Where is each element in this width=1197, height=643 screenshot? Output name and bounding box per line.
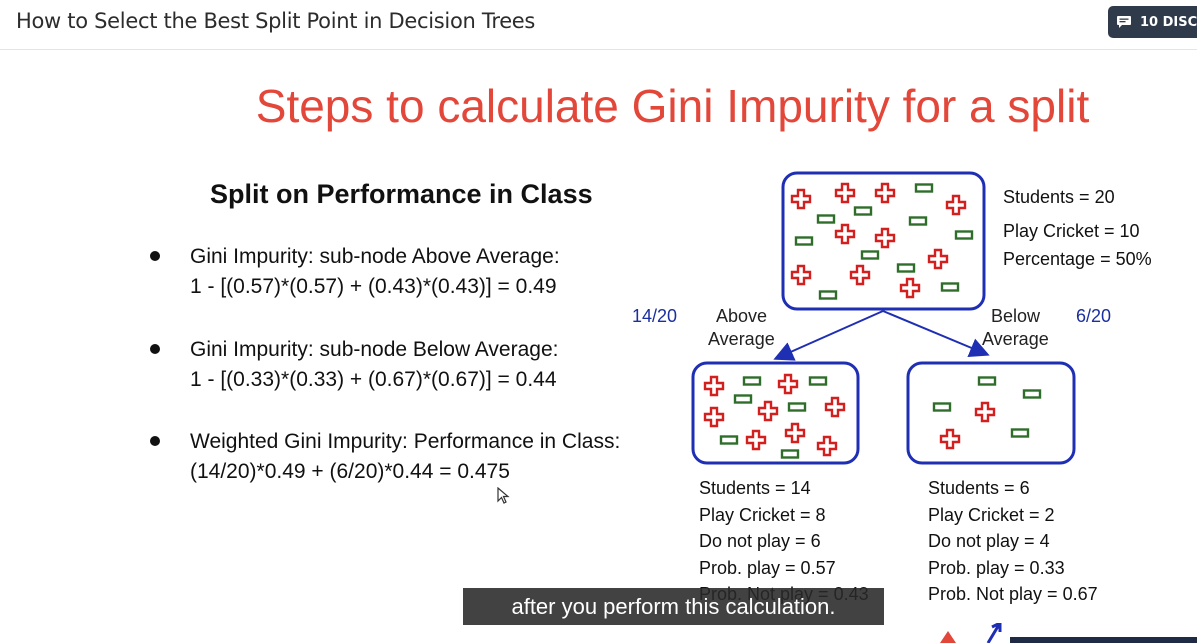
left-node xyxy=(691,361,860,465)
left-node-symbols xyxy=(703,373,846,459)
top-bar: How to Select the Best Split Point in De… xyxy=(0,0,1197,50)
bullet-text: Gini Impurity: sub-node Above Average: 1… xyxy=(190,245,560,298)
bullet-text: Weighted Gini Impurity: Performance in C… xyxy=(190,430,621,483)
split-subtitle: Split on Performance in Class xyxy=(210,179,593,209)
right-label-line1: Below xyxy=(991,306,1041,326)
brand-logo-partial xyxy=(940,623,1197,643)
left-fraction: 14/20 xyxy=(632,306,678,326)
right-fraction: 6/20 xyxy=(1076,306,1112,326)
bullet-dot xyxy=(150,344,160,354)
left-label-line1: Above xyxy=(716,306,768,326)
root-stats: Students = 20 Play Cricket = 10 Percenta… xyxy=(1003,187,1152,269)
branch-right xyxy=(882,310,990,358)
slide-title: Steps to calculate Gini Impurity for a s… xyxy=(255,80,1090,132)
branch-left xyxy=(773,310,884,361)
bullet-text: Gini Impurity: sub-node Below Average: 1… xyxy=(190,338,559,391)
bullet-dot xyxy=(150,251,160,261)
video-slide[interactable]: Steps to calculate Gini Impurity for a s… xyxy=(0,51,1197,643)
discussions-button[interactable]: 10 DISC xyxy=(1108,6,1197,38)
bullet-dot xyxy=(150,436,160,446)
root-node xyxy=(781,171,986,311)
right-node-stats: Students = 6 Play Cricket = 2 Do not pla… xyxy=(928,478,1098,604)
left-label-line2: Average xyxy=(708,329,775,349)
right-node-symbols xyxy=(932,376,1042,450)
mouse-pointer-icon xyxy=(497,487,510,504)
course-title: How to Select the Best Split Point in De… xyxy=(16,9,536,33)
split-diagram xyxy=(691,171,1076,465)
right-node xyxy=(906,361,1076,465)
root-node-symbols xyxy=(790,182,974,300)
chat-bubble-icon xyxy=(1117,16,1131,28)
video-caption: after you perform this calculation. xyxy=(463,588,884,625)
discussions-count-label: 10 DISC xyxy=(1140,15,1197,30)
right-label-line2: Average xyxy=(982,329,1049,349)
